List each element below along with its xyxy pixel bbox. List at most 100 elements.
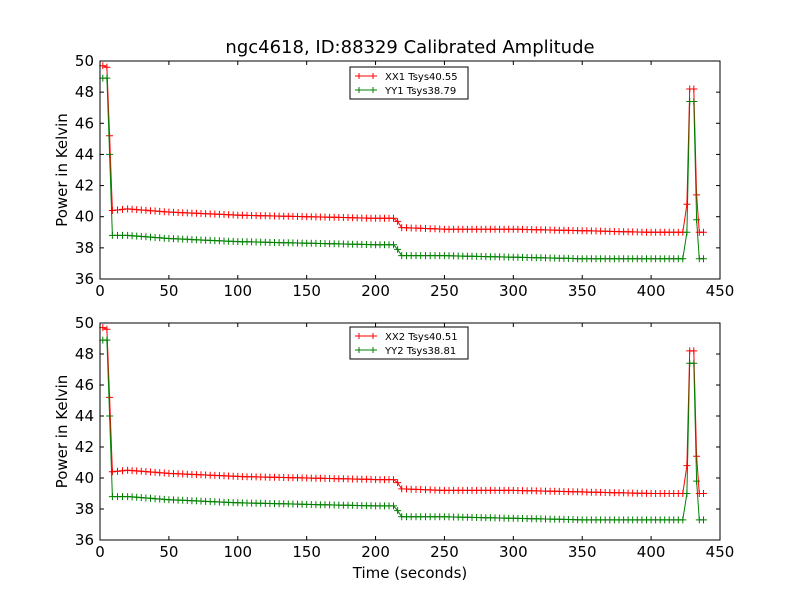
data-point-2-1-2 — [106, 393, 114, 401]
y-tick-label-1-4: 44 — [75, 145, 94, 163]
data-point-1-1-128 — [683, 200, 691, 208]
plot-panel-1: 0 50 100 150 200 250 300 350 400 450 36 38 40 42 44 46 4… — [53, 52, 734, 300]
data-point-2-2-133 — [700, 516, 707, 524]
data-point-2-1-64 — [390, 476, 397, 484]
data-point-1-1-1 — [103, 63, 111, 71]
legend-marker-2-2-0 — [356, 347, 362, 353]
y-tick-label-2-3: 42 — [75, 438, 94, 456]
y-tick-label-2-6: 48 — [75, 345, 94, 363]
data-point-2-2-64 — [390, 502, 397, 510]
x-tick-label-1-3: 150 — [292, 282, 321, 300]
axes-frame-1 — [99, 60, 721, 280]
data-point-2-2-65 — [394, 507, 402, 514]
data-point-2-1-133 — [700, 490, 707, 497]
legend-marker-1-2-0 — [356, 87, 362, 93]
chart-title: ngc4618, ID:88329 Calibrated Amplitude — [225, 37, 594, 58]
y-tick-label-1-2: 40 — [75, 208, 94, 226]
y-tick-label-1-5: 46 — [75, 114, 94, 132]
legend-2: XX2 Tsys40.51 YY2 Tsys38.81 — [349, 326, 469, 360]
x-tick-label-1-2: 100 — [223, 282, 252, 300]
y-tick-label-1-7: 50 — [75, 52, 94, 70]
data-point-1-2-131 — [693, 216, 701, 224]
data-point-1-1-130 — [690, 85, 698, 93]
data-point-1-2-128 — [683, 228, 691, 236]
plot-panel-2: 0 50 100 150 200 250 300 350 400 450 36 38 40 42 44 46 4… — [53, 314, 734, 561]
y-tick-label-2-2: 40 — [75, 469, 94, 487]
data-point-2-1-128 — [683, 462, 691, 470]
x-tick-label-2-6: 300 — [499, 543, 528, 561]
data-point-1-1-64 — [390, 214, 397, 222]
legend-marker-1-2-1 — [370, 87, 376, 93]
data-point-1-2-2 — [106, 150, 114, 158]
data-point-1-1-131 — [693, 191, 701, 199]
legend-box-1 — [349, 66, 469, 100]
x-tick-label-1-4: 200 — [361, 282, 390, 300]
y-tick-label-2-4: 44 — [75, 407, 94, 425]
data-point-1-2-133 — [700, 255, 707, 263]
legend-marker-1-1-0 — [356, 73, 362, 79]
y-axis-label-1: Power in Kelvin — [53, 113, 71, 227]
x-tick-label-2-4: 200 — [361, 543, 390, 561]
y-tick-label-1-6: 48 — [75, 83, 94, 101]
y-tick-label-1-0: 36 — [75, 270, 94, 288]
x-tick-label-1-7: 350 — [568, 282, 597, 300]
data-point-2-2-131 — [693, 477, 701, 485]
x-tick-label-2-5: 250 — [430, 543, 459, 561]
x-tick-label-1-1: 50 — [159, 282, 178, 300]
series-markers-2-2 — [99, 336, 707, 524]
legend-label-1-1: XX1 Tsys40.55 — [385, 72, 458, 83]
data-point-2-2-130 — [690, 359, 698, 367]
series-markers-2-1 — [99, 324, 707, 497]
x-tick-label-2-0: 0 — [95, 543, 105, 561]
y-tick-label-1-1: 38 — [75, 239, 94, 257]
y-axis-label-2: Power in Kelvin — [53, 375, 71, 489]
data-point-2-2-128 — [683, 490, 691, 497]
y-tick-label-1-3: 42 — [75, 177, 94, 195]
legend-label-2-1: XX2 Tsys40.51 — [385, 332, 458, 343]
data-point-2-1-130 — [690, 347, 698, 355]
legend-marker-1-1-1 — [370, 73, 376, 79]
x-axis-label: Time (seconds) — [352, 564, 468, 582]
x-tick-label-2-7: 350 — [568, 543, 597, 561]
data-point-2-2-1 — [103, 336, 111, 344]
y-tick-label-2-7: 50 — [75, 314, 94, 332]
data-point-1-1-133 — [700, 228, 707, 236]
legend-label-2-2: YY2 Tsys38.81 — [384, 346, 456, 357]
y-tick-label-2-0: 36 — [75, 531, 94, 549]
data-point-1-2-64 — [390, 241, 397, 249]
x-tick-label-2-2: 100 — [223, 543, 252, 561]
data-point-1-1-65 — [394, 217, 402, 225]
x-tick-label-2-1: 50 — [159, 543, 178, 561]
data-point-1-1-2 — [106, 132, 114, 140]
legend-1: XX1 Tsys40.55 YY1 Tsys38.79 — [349, 66, 469, 100]
data-point-2-2-127 — [679, 516, 687, 524]
data-point-1-1-4 — [114, 206, 121, 214]
legend-marker-2-1-0 — [356, 333, 362, 339]
x-tick-label-2-8: 400 — [637, 543, 666, 561]
legend-box-2 — [349, 326, 469, 360]
x-tick-label-1-8: 400 — [637, 282, 666, 300]
data-point-2-1-65 — [394, 479, 402, 487]
series-markers-1-2 — [99, 74, 707, 263]
y-tick-label-2-1: 38 — [75, 500, 94, 518]
series-markers-1-1 — [99, 62, 707, 236]
legend-marker-2-2-1 — [370, 347, 376, 353]
data-point-1-2-65 — [394, 245, 402, 253]
legend-label-1-2: YY1 Tsys38.79 — [384, 86, 456, 97]
data-point-2-1-131 — [693, 452, 701, 460]
data-point-1-2-1 — [103, 74, 111, 82]
y-tick-label-2-5: 46 — [75, 376, 94, 394]
axes-frame-2 — [99, 322, 721, 541]
x-tick-label-1-6: 300 — [499, 282, 528, 300]
x-tick-label-1-9: 450 — [706, 282, 735, 300]
legend-marker-2-1-1 — [370, 333, 376, 339]
x-tick-label-2-9: 450 — [706, 543, 735, 561]
x-tick-label-1-0: 0 — [95, 282, 105, 300]
data-point-1-2-127 — [679, 255, 687, 263]
data-point-1-2-130 — [690, 98, 698, 105]
x-tick-label-1-5: 250 — [430, 282, 459, 300]
data-point-2-1-1 — [103, 325, 111, 333]
data-point-2-2-2 — [106, 412, 114, 420]
